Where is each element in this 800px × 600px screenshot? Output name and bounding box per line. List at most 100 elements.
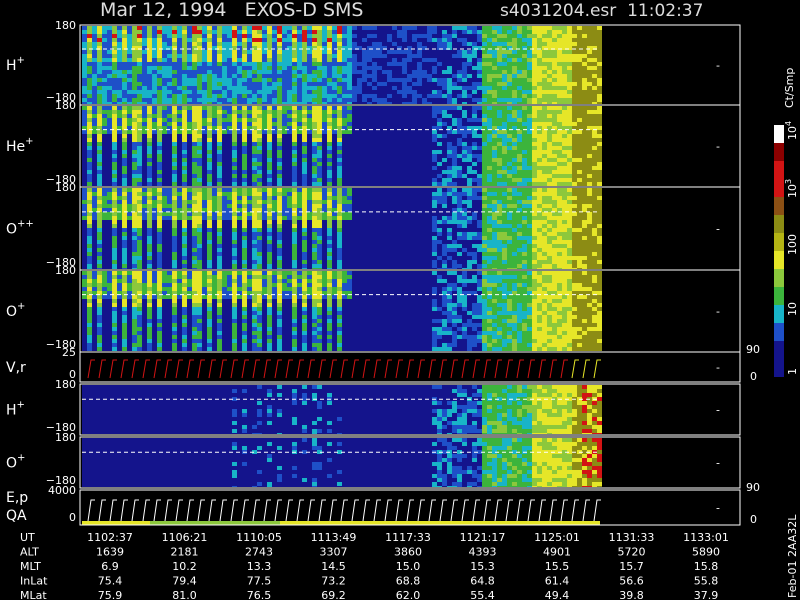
spectrogram-cell [242, 110, 247, 114]
spectrogram-cell [467, 126, 472, 130]
spectrogram-cell [552, 98, 557, 102]
spectrogram-cell [452, 142, 457, 146]
spectrogram-cell [487, 42, 492, 46]
spectrogram-cell [217, 70, 222, 74]
spectrogram-cell [207, 98, 212, 102]
spectrogram-cell [317, 146, 322, 150]
spectrogram-cell [517, 62, 522, 66]
spectrogram-cell [267, 158, 272, 162]
spectrogram-cell [247, 82, 252, 86]
spectrogram-cell [157, 62, 162, 66]
spectrogram-cell [102, 142, 107, 146]
spectrogram-cell [387, 26, 392, 30]
spectrogram-cell [292, 38, 297, 42]
spectrogram-cell [317, 134, 322, 138]
spectrogram-cell [127, 122, 132, 126]
spectrogram-cell [367, 182, 372, 186]
spectrogram-cell [97, 70, 102, 74]
spectrogram-cell [127, 114, 132, 118]
spectrogram-cell [177, 122, 182, 126]
spectrogram-cell [537, 74, 542, 78]
spectrogram-cell [337, 150, 342, 154]
spectrogram-cell [142, 142, 147, 146]
spectrogram-cell [222, 212, 227, 216]
spectrogram-cell [182, 166, 187, 170]
spectrogram-cell [232, 252, 237, 256]
spectrogram-cell [182, 240, 187, 244]
spectrogram-cell [337, 146, 342, 150]
spectrogram-cell [342, 158, 347, 162]
spectrogram-cell [452, 42, 457, 46]
spectrogram-cell [262, 204, 267, 208]
spectrogram-cell [272, 208, 277, 212]
spectrogram-cell [352, 118, 357, 122]
spectrogram-cell [127, 248, 132, 252]
spectrogram-cell [162, 134, 167, 138]
spectrogram-cell [332, 182, 337, 186]
spectrogram-cell [237, 150, 242, 154]
spectrogram-cell [432, 66, 437, 70]
spectrogram-cell [392, 182, 397, 186]
spectrogram-cell [427, 178, 432, 182]
spectrogram-cell [132, 166, 137, 170]
spectrogram-cell [162, 70, 167, 74]
spectrogram-cell [362, 130, 367, 134]
spectrogram-cell [137, 212, 142, 216]
spectrogram-cell [437, 78, 442, 82]
spectrogram-cell [157, 66, 162, 70]
spectrogram-cell [572, 54, 577, 58]
spectrogram-cell [517, 70, 522, 74]
spectrogram-cell [92, 200, 97, 204]
spectrogram-cell [347, 42, 352, 46]
spectrogram-cell [467, 78, 472, 82]
spectrogram-cell [207, 240, 212, 244]
spectrogram-cell [222, 46, 227, 50]
spectrogram-cell [262, 98, 267, 102]
spectrogram-cell [132, 130, 137, 134]
spectrogram-cell [397, 162, 402, 166]
spectrogram-cell [337, 142, 342, 146]
spectrogram-cell [107, 232, 112, 236]
spectrogram-cell [542, 178, 547, 182]
spectrogram-cell [132, 126, 137, 130]
spectrogram-cell [337, 114, 342, 118]
spectrogram-cell [507, 62, 512, 66]
spectrogram-cell [502, 106, 507, 110]
spectrogram-cell [272, 196, 277, 200]
spectrogram-cell [177, 58, 182, 62]
spectrogram-cell [522, 38, 527, 42]
spectrogram-cell [172, 260, 177, 264]
spectrogram-cell [177, 70, 182, 74]
spectrogram-cell [157, 74, 162, 78]
spectrogram-cell [147, 208, 152, 212]
spectrogram-cell [372, 178, 377, 182]
spectrogram-cell [252, 228, 257, 232]
spectrogram-cell [197, 54, 202, 58]
spectrogram-cell [192, 192, 197, 196]
spectrogram-cell [157, 216, 162, 220]
spectrogram-cell [267, 188, 272, 192]
spectrogram-cell [132, 150, 137, 154]
spectrogram-cell [497, 134, 502, 138]
spectrogram-cell [307, 118, 312, 122]
spectrogram-cell [152, 170, 157, 174]
spectrogram-cell [377, 118, 382, 122]
spectrogram-cell [442, 110, 447, 114]
spectrogram-cell [417, 62, 422, 66]
spectrogram-cell [462, 174, 467, 178]
spectrogram-cell [182, 110, 187, 114]
spectrogram-cell [182, 122, 187, 126]
spectrogram-cell [92, 98, 97, 102]
spectrogram-cell [137, 240, 142, 244]
spectrogram-cell [262, 42, 267, 46]
spectrogram-cell [197, 200, 202, 204]
y-tick-label: 180 [55, 19, 76, 32]
spectrogram-cell [107, 166, 112, 170]
spectrogram-cell [112, 256, 117, 260]
spectrogram-cell [297, 154, 302, 158]
spectrogram-cell [267, 122, 272, 126]
spectrogram-cell [112, 236, 117, 240]
spectrogram-cell [227, 126, 232, 130]
spectrogram-cell [572, 166, 577, 170]
spectrogram-cell [542, 142, 547, 146]
